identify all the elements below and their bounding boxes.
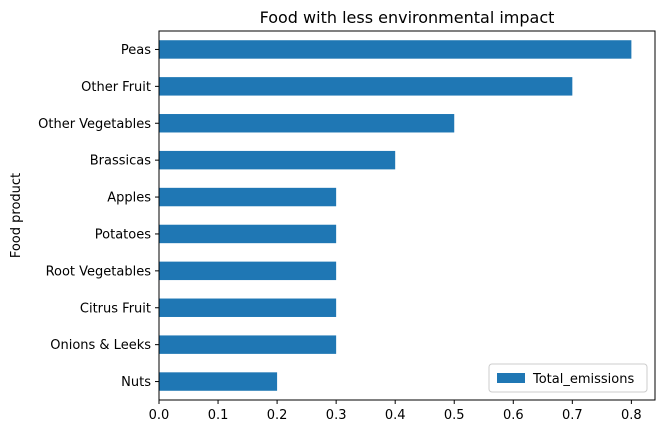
- x-tick-label: 0.4: [385, 408, 406, 423]
- bars-layer: [159, 40, 632, 391]
- x-tick-label: 0.8: [621, 408, 642, 423]
- y-tick-label: Root Vegetables: [46, 264, 152, 279]
- y-tick-label: Nuts: [121, 375, 151, 390]
- y-tick-label: Potatoes: [95, 227, 151, 242]
- bar-6: [159, 261, 337, 281]
- y-tick-label: Other Vegetables: [38, 117, 151, 132]
- x-tick-label: 0.7: [562, 408, 583, 423]
- x-tick-label: 0.6: [503, 408, 524, 423]
- y-tick-label: Onions & Leeks: [50, 338, 151, 353]
- legend-swatch: [497, 373, 525, 383]
- x-tick-label: 0.0: [149, 408, 170, 423]
- y-tick-label: Brassicas: [90, 154, 152, 169]
- bar-1: [159, 77, 573, 96]
- y-tick-label: Citrus Fruit: [80, 301, 151, 316]
- legend-box: [488, 363, 648, 393]
- x-tick-label: 0.3: [326, 408, 347, 423]
- bar-4: [159, 187, 337, 207]
- bar-5: [159, 224, 337, 244]
- legend-label: Total_emissions: [532, 372, 634, 387]
- x-ticks-layer: 0.0 0.1 0.2 0.3 0.4 0.5 0.6 0.7 0.8: [149, 400, 642, 423]
- y-tick-label: Apples: [107, 191, 151, 206]
- bar-3: [159, 150, 396, 170]
- chart-title: Food with less environmental impact: [260, 8, 555, 27]
- x-tick-label: 0.2: [267, 408, 288, 423]
- bar-8: [159, 335, 337, 354]
- y-tick-label: Other Fruit: [81, 80, 151, 95]
- bar-7: [159, 298, 337, 317]
- bar-2: [159, 114, 455, 133]
- legend: Total_emissions: [488, 363, 648, 393]
- y-ticks-layer: Peas Other Fruit Other Vegetables Brassicas…: [38, 43, 159, 390]
- y-axis-label: Food product: [9, 173, 24, 258]
- x-tick-label: 0.5: [444, 408, 465, 423]
- y-tick-label: Peas: [121, 43, 151, 58]
- bar-0: [159, 40, 632, 59]
- x-tick-label: 0.1: [208, 408, 229, 423]
- plot-frame: [158, 30, 656, 401]
- bar-9: [159, 372, 278, 391]
